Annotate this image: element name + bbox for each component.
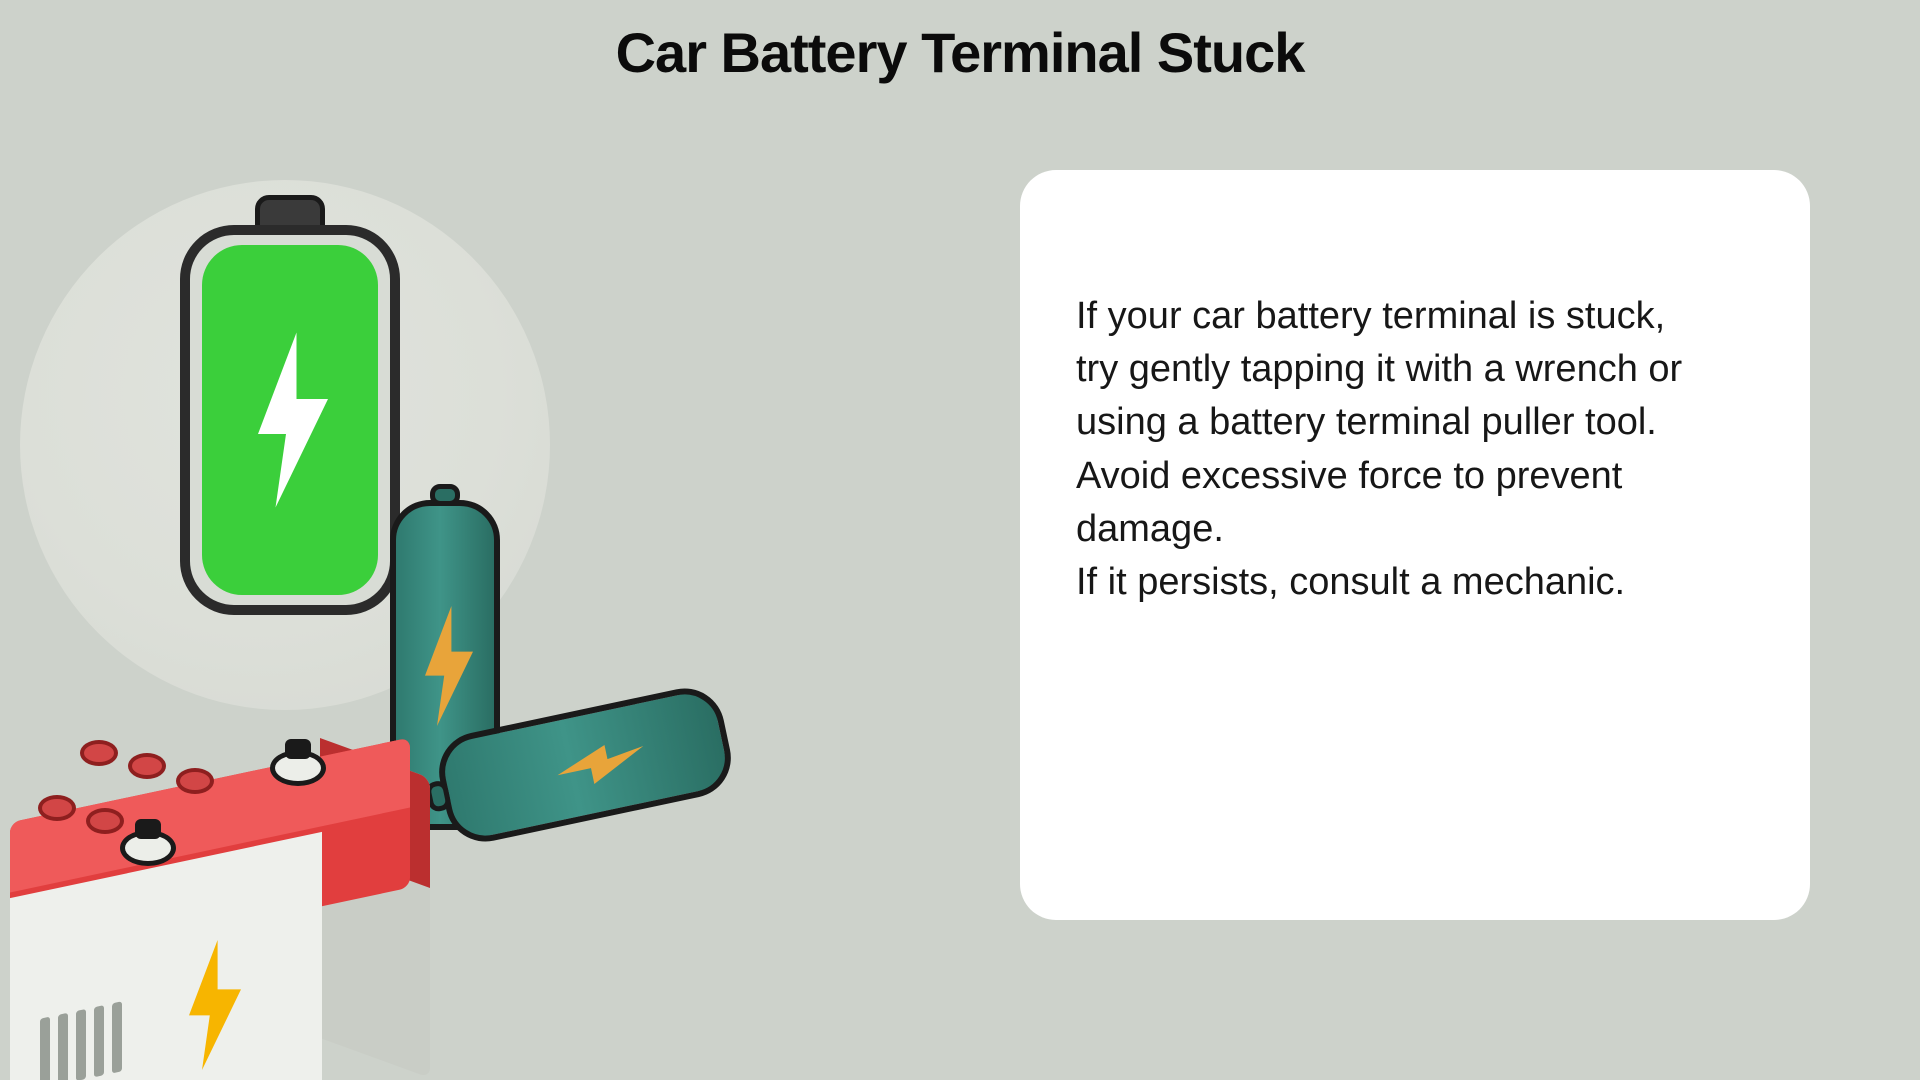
lightning-bolt-icon [258,325,328,515]
info-text: If your car battery terminal is stuck, t… [1076,290,1754,609]
lightning-bolt-icon [551,728,650,801]
lightning-bolt-icon [180,940,250,1070]
phone-battery-icon [180,195,400,615]
car-battery-icon [10,640,440,1070]
info-card: If your car battery terminal is stuck, t… [1020,170,1810,920]
page-title: Car Battery Terminal Stuck [0,20,1920,85]
battery-illustration [0,170,760,1050]
